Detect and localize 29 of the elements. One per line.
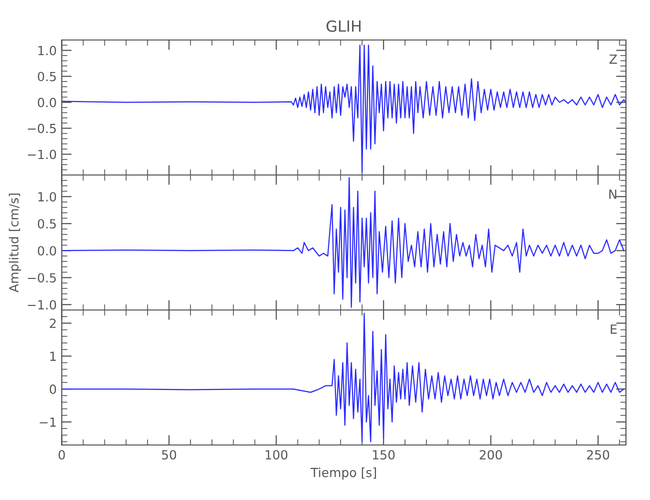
x-tick-label: 150 [372,450,395,460]
y-tick-label: 0.5 [38,219,56,229]
x-tick-label: 100 [266,450,288,460]
y-tick-label: −0.5 [28,124,56,134]
annotation: E [610,324,617,334]
x-axis-title: Tiempo [s] [310,468,376,480]
y-tick-label: −1.0 [28,300,56,310]
chart-title: GLIH [326,20,361,32]
y-tick-label: 0.0 [38,98,56,108]
x-tick-label: 250 [587,450,610,460]
line-series [62,177,624,308]
y-tick-label: 0.5 [38,72,56,82]
y-tick-label: −1.0 [28,150,56,160]
y-tick-label: 0.0 [38,246,56,256]
y-tick-label: −0.5 [28,273,56,283]
annotation: Z [609,54,617,64]
y-tick-label: 1.0 [38,192,56,202]
annotation: N [609,190,616,199]
y-axis-title: Amplitud [cm/s] [8,194,21,292]
line-series [62,44,626,173]
y-tick-label: 2 [50,318,56,328]
y-tick-label: 0 [50,384,56,394]
x-tick-label: 200 [480,450,502,460]
y-tick-label: −1 [40,418,56,427]
x-tick-label: 0 [58,450,65,460]
y-tick-label: 1 [50,352,56,361]
line-series [62,312,624,442]
y-tick-label: 1.0 [38,46,56,56]
x-tick-label: 50 [162,450,176,460]
